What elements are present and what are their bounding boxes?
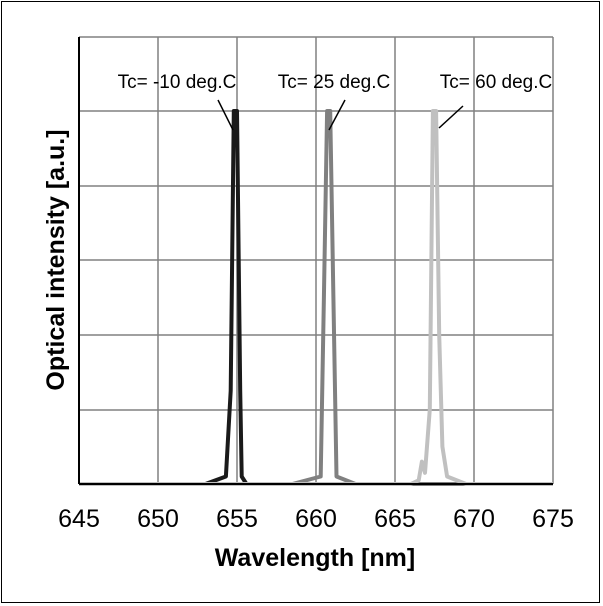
y-axis-label: Optical intensity [a.u.] <box>42 129 70 390</box>
grid <box>78 36 554 484</box>
x-tick-label: 645 <box>58 505 100 533</box>
axis-layer: 645 650 655 660 665 670 675 <box>58 37 574 533</box>
x-tick-label: 650 <box>137 505 179 533</box>
series-annotation-label: Tc= -10 deg.C <box>118 72 237 93</box>
series-annotation-label: Tc= 60 deg.C <box>440 72 553 93</box>
x-tick-label: 660 <box>295 505 337 533</box>
x-tick-label: 665 <box>374 505 416 533</box>
series-line-3 <box>79 109 553 486</box>
annotation-layer: Tc= -10 deg.C Tc= 25 deg.C Tc= 60 deg.C <box>118 72 553 131</box>
annotation-leader-line <box>438 105 464 129</box>
series-line-2 <box>79 109 553 486</box>
series-annotation-label: Tc= 25 deg.C <box>278 72 391 93</box>
x-tick-label: 675 <box>532 505 574 533</box>
x-tick-label: 655 <box>216 505 258 533</box>
annotation-leader-line <box>217 99 234 131</box>
x-axis-label: Wavelength [nm] <box>215 544 415 572</box>
x-tick-label: 670 <box>453 505 495 533</box>
annotation-leader-line <box>328 99 346 131</box>
